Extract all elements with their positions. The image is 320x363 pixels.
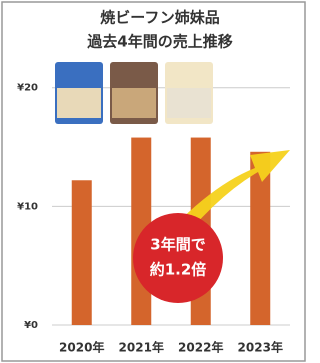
bar — [72, 180, 92, 325]
x-tick-label: 2023年 — [238, 340, 283, 355]
x-tick-label: 2021年 — [119, 340, 164, 355]
chart-title: 焼ビーフン姉妹品 — [100, 9, 219, 27]
package-photo — [112, 88, 156, 118]
package-photo — [167, 88, 211, 118]
x-tick-label: 2020年 — [59, 340, 104, 355]
y-tick-label: ¥0 — [24, 320, 38, 331]
chart: 焼ビーフン姉妹品 過去4年間の売上推移 ¥0 ¥10 ¥20 2020年 2021年 20… — [0, 0, 307, 363]
y-tick-label: ¥10 — [17, 201, 38, 212]
annotation: 約1.2倍 — [150, 261, 207, 279]
chart-subtitle: 過去4年間の売上推移 — [86, 33, 232, 51]
annotation-badge — [133, 213, 223, 303]
product-images — [55, 62, 213, 124]
x-tick-label: 2022年 — [178, 340, 223, 355]
bar — [250, 152, 270, 325]
y-tick-label: ¥20 — [17, 83, 38, 94]
annotation: 3年間で — [150, 236, 205, 254]
package-photo — [57, 88, 101, 118]
